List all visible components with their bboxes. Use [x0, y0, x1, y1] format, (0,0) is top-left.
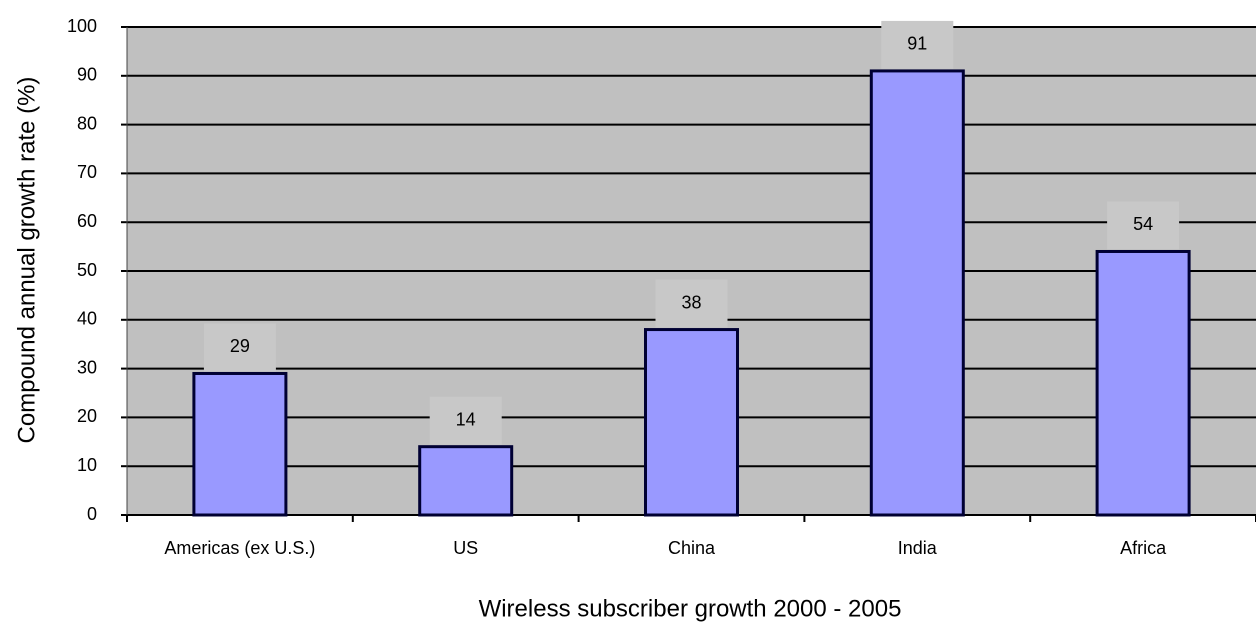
x-axis-title: Wireless subscriber growth 2000 - 2005	[479, 595, 902, 622]
bar	[869, 69, 965, 517]
x-tick-label: Africa	[1120, 538, 1167, 558]
value-label: 91	[907, 34, 927, 54]
value-label-box	[655, 279, 728, 328]
value-label: 29	[230, 336, 250, 356]
y-axis-title: Compound annual growth rate (%)	[13, 77, 40, 444]
value-label: 54	[1133, 214, 1153, 234]
y-tick-label: 90	[77, 65, 97, 85]
x-tick-label: Americas (ex U.S.)	[164, 538, 315, 558]
value-label-box	[1107, 201, 1180, 250]
x-tick-label: China	[668, 538, 716, 558]
y-tick-label: 50	[77, 260, 97, 280]
y-tick-label: 10	[77, 455, 97, 475]
y-tick-label: 40	[77, 309, 97, 329]
y-tick-label: 30	[77, 357, 97, 377]
bar	[192, 371, 288, 517]
y-tick-label: 100	[67, 16, 97, 36]
bar	[1095, 249, 1191, 517]
value-label-box	[429, 396, 502, 445]
value-label: 14	[456, 409, 476, 429]
bar	[418, 445, 514, 517]
y-tick-label: 20	[77, 406, 97, 426]
x-tick-label: US	[453, 538, 478, 558]
bar	[644, 328, 739, 517]
x-tick-label: India	[898, 538, 938, 558]
y-tick-label: 70	[77, 162, 97, 182]
y-tick-label: 0	[87, 504, 97, 524]
y-tick-label: 80	[77, 113, 97, 133]
value-label-box	[203, 323, 276, 372]
y-tick-label: 60	[77, 211, 97, 231]
value-label: 38	[681, 292, 701, 312]
value-label-box	[881, 20, 954, 69]
